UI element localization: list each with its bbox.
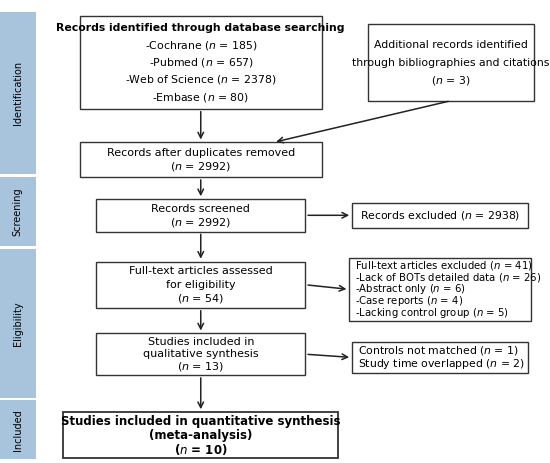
Text: -Abstract only ($n$ = 6): -Abstract only ($n$ = 6) — [355, 282, 465, 296]
Text: Studies included in: Studies included in — [147, 337, 254, 347]
Text: Additional records identified: Additional records identified — [374, 40, 528, 50]
Text: for eligibility: for eligibility — [166, 280, 235, 290]
Text: qualitative synthesis: qualitative synthesis — [143, 349, 258, 359]
Bar — [352, 342, 528, 373]
Bar — [368, 24, 534, 100]
Bar — [349, 258, 531, 320]
Bar — [352, 202, 528, 228]
Text: Records identified through database searching: Records identified through database sear… — [57, 23, 345, 32]
Text: through bibliographies and citations: through bibliographies and citations — [353, 57, 549, 68]
Text: Studies included in quantitative synthesis: Studies included in quantitative synthes… — [61, 415, 340, 428]
Bar — [0, 12, 36, 174]
Text: Included: Included — [13, 409, 23, 451]
Bar — [80, 16, 322, 109]
Bar — [0, 249, 36, 398]
Bar — [0, 400, 36, 459]
Text: Full-text articles excluded ($n$ = 41): Full-text articles excluded ($n$ = 41) — [355, 259, 532, 272]
Text: -Lack of BOTs detailed data ($n$ = 26): -Lack of BOTs detailed data ($n$ = 26) — [355, 271, 541, 284]
Bar — [63, 412, 338, 458]
Text: Study time overlapped ($n$ = 2): Study time overlapped ($n$ = 2) — [358, 357, 525, 371]
Text: ($n$ = 10): ($n$ = 10) — [174, 442, 228, 457]
Text: -Pubmed ($n$ = 657): -Pubmed ($n$ = 657) — [148, 56, 253, 69]
Text: -Embase ($n$ = 80): -Embase ($n$ = 80) — [152, 91, 249, 104]
Text: ($n$ = 3): ($n$ = 3) — [431, 74, 471, 87]
Text: -Web of Science ($n$ = 2378): -Web of Science ($n$ = 2378) — [125, 74, 277, 87]
Text: Controls not matched ($n$ = 1): Controls not matched ($n$ = 1) — [358, 344, 518, 357]
Text: Eligibility: Eligibility — [13, 301, 23, 346]
Bar — [0, 177, 36, 246]
Text: ($n$ = 2992): ($n$ = 2992) — [170, 216, 231, 229]
Bar — [96, 262, 305, 308]
Bar — [96, 333, 305, 375]
Text: (meta-analysis): (meta-analysis) — [149, 429, 252, 442]
Text: Identification: Identification — [13, 61, 23, 125]
Bar — [96, 199, 305, 232]
Text: Records screened: Records screened — [151, 204, 250, 213]
Text: Full-text articles assessed: Full-text articles assessed — [129, 266, 273, 276]
Text: ($n$ = 2992): ($n$ = 2992) — [170, 161, 231, 174]
Text: -Cochrane ($n$ = 185): -Cochrane ($n$ = 185) — [145, 38, 257, 51]
Text: Screening: Screening — [13, 187, 23, 236]
Text: ($n$ = 13): ($n$ = 13) — [177, 360, 224, 373]
Text: -Case reports ($n$ = 4): -Case reports ($n$ = 4) — [355, 294, 463, 308]
Text: Records excluded ($n$ = 2938): Records excluded ($n$ = 2938) — [360, 209, 520, 222]
Bar — [80, 143, 322, 177]
Text: Records after duplicates removed: Records after duplicates removed — [107, 148, 295, 157]
Text: -Lacking control group ($n$ = 5): -Lacking control group ($n$ = 5) — [355, 306, 509, 320]
Text: ($n$ = 54): ($n$ = 54) — [177, 292, 224, 305]
